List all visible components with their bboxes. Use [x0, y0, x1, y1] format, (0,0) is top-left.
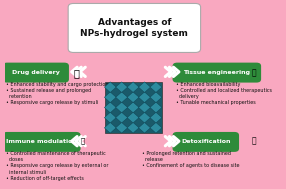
Text: 🦠: 🦠: [81, 137, 85, 144]
Polygon shape: [116, 112, 128, 123]
Text: 🫀: 🫀: [252, 136, 257, 145]
Polygon shape: [139, 122, 150, 133]
Polygon shape: [139, 92, 150, 103]
Text: • Prolonged retention and sustained
  release
• Confinement of agents to disease: • Prolonged retention and sustained rele…: [142, 151, 240, 168]
Polygon shape: [127, 92, 139, 103]
Text: • Enhanced stability and cargo protection
• Sustained release and prolonged
  re: • Enhanced stability and cargo protectio…: [6, 82, 108, 105]
Polygon shape: [127, 82, 139, 92]
Polygon shape: [104, 122, 116, 133]
Polygon shape: [127, 102, 139, 113]
FancyBboxPatch shape: [172, 63, 261, 83]
Polygon shape: [116, 122, 128, 133]
Polygon shape: [104, 92, 116, 103]
Text: Detoxification: Detoxification: [181, 139, 231, 144]
Polygon shape: [139, 112, 150, 123]
Text: Advantages of
NPs-hydrogel system: Advantages of NPs-hydrogel system: [80, 18, 188, 38]
Polygon shape: [150, 102, 162, 113]
Polygon shape: [116, 82, 128, 92]
Polygon shape: [127, 122, 139, 133]
Text: 💊: 💊: [74, 68, 80, 78]
Polygon shape: [139, 102, 150, 113]
FancyBboxPatch shape: [68, 3, 200, 53]
Polygon shape: [127, 112, 139, 123]
Polygon shape: [150, 112, 162, 123]
Text: • Enhanced bioavailability
• Controlled and localized therapeutics
  delivery
• : • Enhanced bioavailability • Controlled …: [176, 82, 273, 105]
Polygon shape: [139, 82, 150, 92]
Polygon shape: [116, 102, 128, 113]
Polygon shape: [104, 112, 116, 123]
Text: 🔬: 🔬: [252, 68, 257, 77]
Text: • Controlled maintenance of therapeutic
  doses
• Responsive cargo release by ex: • Controlled maintenance of therapeutic …: [6, 151, 108, 181]
FancyBboxPatch shape: [3, 132, 81, 152]
Text: Immune modulation: Immune modulation: [6, 139, 77, 144]
Polygon shape: [150, 82, 162, 92]
Text: Tissue engineering: Tissue engineering: [183, 70, 250, 75]
Polygon shape: [104, 102, 116, 113]
Polygon shape: [116, 92, 128, 103]
Polygon shape: [150, 92, 162, 103]
Polygon shape: [104, 82, 116, 92]
FancyBboxPatch shape: [172, 132, 239, 152]
Text: Drug delivery: Drug delivery: [12, 70, 60, 75]
FancyBboxPatch shape: [3, 63, 69, 83]
Polygon shape: [150, 122, 162, 133]
Bar: [104, 82, 162, 133]
